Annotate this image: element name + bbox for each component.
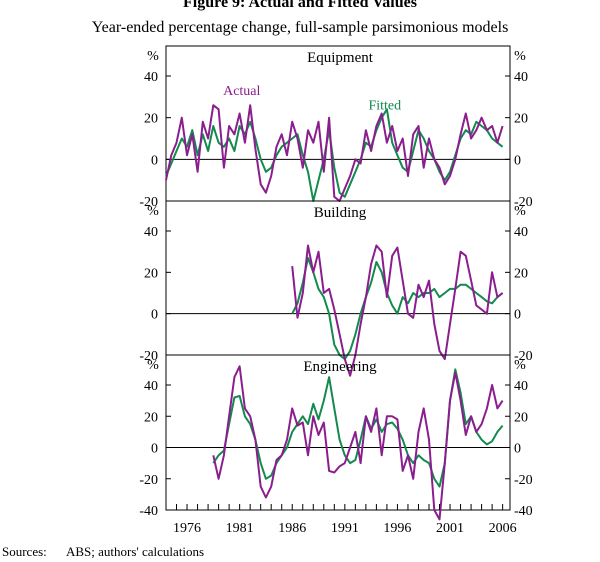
y-tick-label-right: -20 [514,349,533,364]
x-tick-label: 1996 [383,521,411,536]
y-tick-label-left: 20 [144,266,158,281]
y-tick-label-left: 40 [144,379,158,394]
y-tick-label-left: 0 [151,308,158,323]
y-tick-label-right: -20 [514,473,533,488]
x-tick-label: 2001 [436,521,464,536]
panel-title: Building [314,205,367,221]
series-label-fitted: Fitted [368,98,401,113]
panel-frame [165,45,511,202]
y-tick-label-right: 20 [514,112,528,127]
panel-frame [165,354,511,511]
y-tick-label-left: 20 [144,112,158,127]
y-tick-label-right: -40 [514,504,533,519]
series-line-fitted [291,256,504,361]
y-tick-label-left: 0 [151,442,158,457]
figure-title: Figure 9: Actual and Fitted Values [183,0,417,11]
series-line-actual [291,244,504,377]
y-unit-left: % [147,49,159,64]
panel-title: Engineering [303,359,377,375]
y-tick-label-left: 20 [144,410,158,425]
panel-engineering: Engineering% % -40 -40 -20 -20 0 0 20 20 40 40 1976 1… [139,354,533,536]
sources-note: Sources: ABS; authors' calculations [2,544,204,560]
x-tick-label: 2006 [489,521,517,536]
y-tick-label-right: 40 [514,70,528,85]
panel-equipment: Equipment% % -20 -20 0 0 20 20 40 40 Actual Fitted [139,45,533,210]
y-tick-label-left: 40 [144,225,158,240]
x-tick-label: 1976 [173,521,201,536]
panel-title: Equipment [307,50,374,66]
series-line-actual [165,104,504,202]
series-label-actual: Actual [223,84,260,99]
y-tick-label-right: 0 [514,153,521,168]
y-tick-label-left: -40 [139,504,158,519]
y-tick-label-left: 40 [144,70,158,85]
sources-text: ABS; authors' calculations [66,544,205,559]
y-tick-label-right: 0 [514,442,521,457]
y-unit-right: % [514,204,526,219]
y-unit-left: % [147,204,159,219]
y-tick-label-right: -20 [514,195,533,210]
series-line-fitted [212,368,504,488]
y-tick-label-right: 20 [514,410,528,425]
x-tick-label: 1986 [278,521,306,536]
y-unit-right: % [514,49,526,64]
y-tick-label-left: 0 [151,153,158,168]
series-line-actual [212,365,504,521]
y-unit-left: % [147,358,159,373]
y-tick-label-right: 40 [514,379,528,394]
x-tick-label: 1991 [331,521,359,536]
figure-subtitle: Year-ended percentage change, full-sampl… [91,19,509,36]
y-tick-label-right: 0 [514,308,521,323]
y-tick-label-left: -20 [139,473,158,488]
y-unit-right: % [514,358,526,373]
y-tick-label-right: 20 [514,266,528,281]
panel-frame [165,200,511,356]
sources-label: Sources: [2,544,47,559]
y-tick-label-left: -20 [139,349,158,364]
y-tick-label-left: -20 [139,195,158,210]
y-tick-label-right: 40 [514,225,528,240]
x-tick-label: 1981 [226,521,254,536]
